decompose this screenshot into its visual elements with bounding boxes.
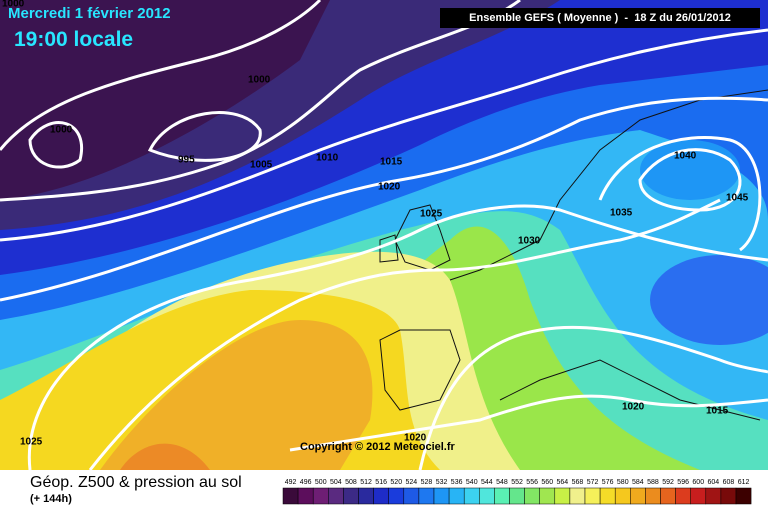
- valid-date: Mercredi 1 février 2012: [8, 5, 171, 22]
- scale-label: 584: [632, 479, 644, 486]
- scale-swatch: [373, 487, 389, 505]
- scale-swatch: [479, 487, 495, 505]
- scale-swatch: [630, 487, 646, 505]
- footer-title: Géop. Z500 & pression au sol: [30, 474, 242, 491]
- scale-swatch: [524, 487, 540, 505]
- scale-label: 508: [345, 479, 357, 486]
- scale-swatch: [463, 487, 480, 505]
- scale-swatch: [554, 487, 571, 505]
- scale-label: 592: [662, 479, 674, 486]
- isobar-label: 1000: [2, 0, 25, 10]
- copyright: Copyright © 2012 Meteociel.fr: [300, 441, 456, 453]
- scale-swatch: [509, 487, 525, 505]
- isobar-label: 1020: [378, 182, 401, 193]
- scale-label: 536: [451, 479, 463, 486]
- local-time: 19:00 locale: [14, 28, 133, 51]
- forecast-lead: (+ 144h): [30, 493, 72, 505]
- scale-swatch: [569, 487, 586, 505]
- model-box: [440, 8, 760, 28]
- model-run: Ensemble GEFS ( Moyenne ) - 18 Z du 26/0…: [469, 12, 731, 24]
- isobar-label: 1000: [248, 75, 271, 86]
- scale-swatch: [358, 487, 374, 505]
- scale-label: 492: [285, 479, 297, 486]
- scale-label: 556: [526, 479, 538, 486]
- isobars: [0, 0, 768, 471]
- scale-swatch: [343, 487, 359, 505]
- pressure-field: [0, 0, 768, 470]
- scale-swatch: [660, 487, 676, 505]
- scale-label: 516: [375, 479, 387, 486]
- isobar-label: 1005: [250, 160, 273, 171]
- scale-label: 540: [466, 479, 478, 486]
- scale-swatch: [720, 487, 737, 505]
- isobar-label: 1040: [674, 151, 697, 162]
- scale-swatch: [645, 487, 661, 505]
- scale-label: 544: [481, 479, 493, 486]
- scale-swatch: [690, 487, 707, 505]
- scale-label: 600: [692, 479, 704, 486]
- scale-swatch: [614, 487, 631, 505]
- scale-label: 612: [738, 479, 750, 486]
- isobar-label: 1045: [726, 193, 749, 204]
- scale-label: 504: [330, 479, 342, 486]
- scale-label: 548: [496, 479, 508, 486]
- scale-label: 588: [647, 479, 659, 486]
- isobar-label: 995: [178, 155, 195, 166]
- scale-label: 568: [572, 479, 584, 486]
- scale-swatch: [539, 487, 556, 505]
- scale-swatch: [312, 487, 329, 505]
- scale-label: 528: [421, 479, 433, 486]
- scale-label: 596: [677, 479, 689, 486]
- scale-swatch: [448, 487, 465, 505]
- isobar-label: 1020: [622, 402, 645, 413]
- scale-swatch: [584, 487, 601, 505]
- scale-swatch: [735, 487, 752, 505]
- scale-swatch: [494, 487, 510, 505]
- isobar-label: 1025: [420, 209, 443, 220]
- scale-label: 564: [557, 479, 569, 486]
- scale-label: 500: [315, 479, 327, 486]
- isobar-label: 1025: [20, 437, 43, 448]
- scale-label: 520: [390, 479, 402, 486]
- scale-label: 496: [300, 479, 312, 486]
- isobar-label: 1000: [50, 125, 73, 136]
- isobar-label: 1010: [316, 153, 339, 164]
- scale-label: 524: [406, 479, 418, 486]
- scale-swatch: [328, 487, 344, 505]
- scale-label: 572: [587, 479, 599, 486]
- isobar-label: 1015: [380, 157, 403, 168]
- scale-swatch: [599, 487, 616, 505]
- scale-swatch: [282, 487, 299, 505]
- scale-label: 608: [723, 479, 735, 486]
- scale-label: 532: [436, 479, 448, 486]
- coastlines: [379, 89, 768, 421]
- scale-label: 576: [602, 479, 614, 486]
- scale-label: 580: [617, 479, 629, 486]
- scale-swatch: [418, 487, 435, 505]
- isobar-label: 1030: [518, 236, 541, 247]
- scale-swatch: [675, 487, 691, 505]
- scale-swatch: [388, 487, 405, 505]
- scale-swatch: [403, 487, 420, 505]
- scale-label: 604: [708, 479, 720, 486]
- scale-swatch: [297, 487, 314, 505]
- scale-label: 552: [511, 479, 523, 486]
- isobar-label: 1020: [404, 433, 427, 444]
- scale-swatch: [433, 487, 450, 505]
- isobar-label: 1015: [706, 406, 729, 417]
- scale-swatch: [705, 487, 722, 505]
- scale-label: 512: [360, 479, 372, 486]
- scale-label: 560: [541, 479, 553, 486]
- isobar-label: 1035: [610, 208, 633, 219]
